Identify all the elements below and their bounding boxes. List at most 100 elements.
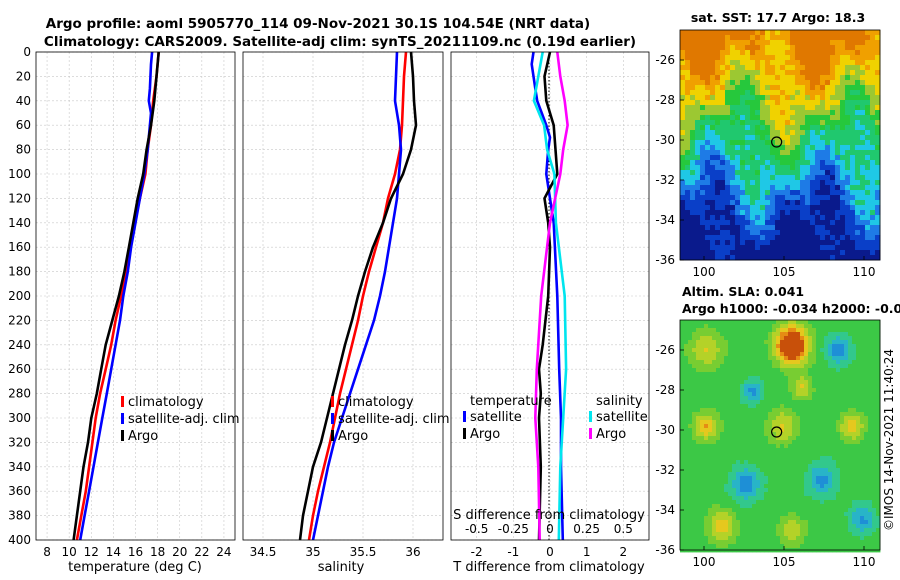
map-cell [728,368,733,373]
map-cell [840,368,845,373]
map-cell [705,100,711,106]
map-cell [840,536,845,541]
map-cell [835,105,841,111]
map-cell [736,444,741,449]
map-cell [756,384,761,389]
map-cell [772,432,777,437]
map-cell [876,544,881,549]
map-cell [720,135,726,141]
map-cell [865,200,871,206]
map-cell [725,245,731,251]
map-cell [680,352,685,357]
map-cell [764,320,769,325]
map-cell [756,460,761,465]
map-cell [845,45,851,51]
map-cell [736,492,741,497]
map-cell [756,492,761,497]
map-cell [845,250,851,256]
map-cell [745,100,751,106]
map-cell [804,428,809,433]
map-cell [875,35,881,41]
map-cell [828,404,833,409]
map-cell [760,320,765,325]
map-cell [796,352,801,357]
map-cell [808,424,813,429]
map-cell [828,504,833,509]
map-cell [688,384,693,389]
map-cell [740,348,745,353]
map-cell [836,412,841,417]
map-cell [800,468,805,473]
map-cell [844,540,849,545]
map-cell [832,336,837,341]
map-cell [680,372,685,377]
map-cell [804,500,809,505]
map-cell [832,388,837,393]
map-cell [860,504,865,509]
map-cell [690,160,696,166]
map-cell [790,225,796,231]
map-cell [876,420,881,425]
map-cell [776,324,781,329]
map-cell [740,45,746,51]
map-cell [740,170,746,176]
map-cell [696,428,701,433]
map-cell [740,30,746,36]
map-cell [788,328,793,333]
map-cell [796,456,801,461]
map-cell [864,432,869,437]
map-cell [804,452,809,457]
y-tick-label: 40 [16,94,31,108]
map-cell [824,528,829,533]
map-cell [705,90,711,96]
map-cell [760,468,765,473]
map-cell [810,35,816,41]
map-cell [785,210,791,216]
map-cell [856,384,861,389]
map-cell [764,376,769,381]
map-cell [876,488,881,493]
map-cell [780,130,786,136]
map-cell [696,492,701,497]
map-cell [764,520,769,525]
map-cell [804,508,809,513]
map-cell [788,484,793,489]
map-cell [876,464,881,469]
map-cell [712,396,717,401]
map-cell [700,484,705,489]
map-cell [700,532,705,537]
map-cell [740,532,745,537]
map-cell [824,412,829,417]
map-cell [690,245,696,251]
map-cell [800,45,806,51]
map-cell [752,420,757,425]
map-cell [800,40,806,46]
map-cell [700,420,705,425]
map-cell [720,512,725,517]
y-tick-label: 120 [8,191,31,205]
map-cell [735,220,741,226]
map-cell [788,480,793,485]
map-cell [760,200,766,206]
map-cell [872,436,877,441]
map-cell [868,400,873,405]
map-cell [710,110,716,116]
map-cell [868,448,873,453]
map-cell [864,332,869,337]
map-cell [688,368,693,373]
map-cell [872,464,877,469]
map-cell [688,488,693,493]
map-cell [815,180,821,186]
map-cell [790,180,796,186]
map-cell [740,484,745,489]
map-cell [845,70,851,76]
map-cell [700,220,706,226]
map-cell [735,200,741,206]
map-cell [825,210,831,216]
map-cell [744,520,749,525]
map-cell [688,324,693,329]
map-cell [864,416,869,421]
map-cell [695,140,701,146]
map-cell [768,388,773,393]
map-cell [744,412,749,417]
